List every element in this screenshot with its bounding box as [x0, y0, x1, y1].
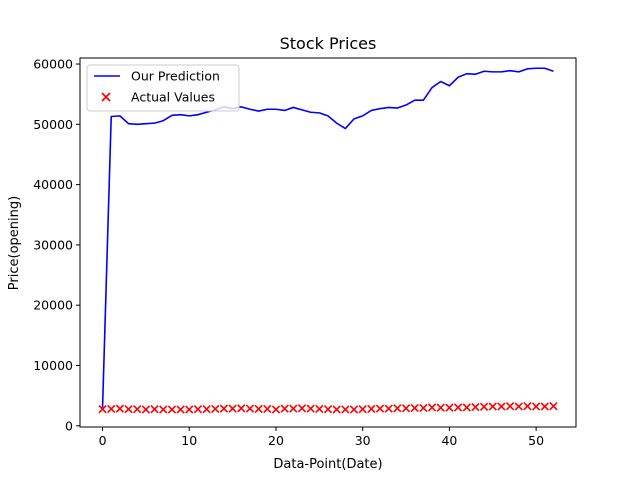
y-tick-label: 30000: [33, 237, 73, 252]
actual-value-point: [245, 404, 255, 413]
y-tick-label: 60000: [33, 57, 73, 72]
x-axis-label: Data-Point(Date): [273, 457, 382, 472]
actual-value-point: [167, 405, 177, 414]
actual-value-point: [193, 405, 203, 414]
y-tick-label: 40000: [33, 177, 73, 192]
y-tick-label: 20000: [33, 298, 73, 313]
actual-value-point: [332, 405, 341, 414]
x-tick-label: 10: [181, 433, 197, 448]
actual-value-point: [254, 404, 263, 414]
actual-value-point: [159, 405, 168, 414]
y-axis-ticks: 0 10000 20000 30000 40000 50000 60000: [33, 57, 80, 433]
chart-title: Stock Prices: [280, 34, 377, 53]
actual-value-point: [315, 404, 324, 414]
actual-value-point: [133, 405, 142, 414]
actual-value-point: [297, 404, 307, 413]
actual-value-point: [427, 403, 437, 412]
actual-value-point: [445, 403, 454, 412]
actual-value-point: [471, 402, 480, 412]
x-tick-label: 0: [99, 433, 107, 448]
actual-value-point: [523, 402, 532, 411]
actual-value-point: [211, 404, 220, 414]
actual-value-point: [393, 404, 402, 413]
actual-value-point: [237, 404, 246, 413]
actual-value-point: [219, 404, 229, 413]
actual-value-point: [549, 402, 558, 411]
y-tick-label: 0: [65, 418, 73, 433]
actual-value-point: [185, 405, 194, 414]
x-tick-label: 20: [268, 433, 284, 448]
plot-area: [79, 57, 577, 428]
actual-value-point: [367, 404, 376, 414]
x-tick-label: 50: [528, 433, 544, 448]
actual-value-point: [271, 405, 281, 414]
prediction-line: [101, 67, 554, 408]
actual-value-point: [540, 402, 549, 411]
y-tick-label: 50000: [33, 117, 73, 132]
actual-value-point: [323, 405, 333, 414]
x-tick-label: 30: [355, 433, 371, 448]
legend-label-prediction: Our Prediction: [131, 69, 220, 84]
legend: Our Prediction Actual Values: [86, 64, 240, 112]
actual-value-point: [280, 404, 289, 413]
series-layer: [98, 67, 558, 414]
actual-value-point: [410, 403, 419, 413]
y-axis-label: Price(opening): [7, 196, 22, 290]
actual-value-point: [479, 402, 489, 411]
actual-value-point: [375, 404, 385, 413]
x-tick-label: 40: [441, 433, 457, 448]
actual-value-point: [115, 404, 125, 413]
actual-value-point: [497, 402, 506, 411]
actual-value-point: [107, 404, 116, 414]
actual-value-point: [401, 404, 411, 413]
actual-value-point: [462, 403, 471, 412]
y-tick-label: 10000: [33, 358, 73, 373]
actual-value-point: [505, 402, 515, 411]
actual-value-point: [436, 403, 445, 412]
actual-value-point: [531, 402, 541, 411]
actual-value-point: [141, 405, 151, 414]
actual-value-point: [358, 405, 367, 414]
legend-label-actual: Actual Values: [131, 90, 215, 105]
actual-value-point: [124, 405, 133, 414]
actual-value-point: [289, 404, 298, 413]
actual-value-point: [98, 405, 107, 414]
actual-value-point: [419, 403, 428, 413]
actual-value-point: [488, 402, 497, 411]
actual-value-point: [263, 404, 272, 414]
actual-value-point: [228, 404, 237, 413]
actual-value-point: [453, 403, 463, 412]
legend-x-marker: [101, 92, 111, 102]
axes-frame: [79, 57, 577, 428]
x-axis-ticks: 0 10 20 30 40 50: [99, 427, 544, 448]
actual-value-point: [514, 402, 523, 411]
actual-value-point: [150, 405, 159, 414]
actual-value-point: [176, 405, 185, 414]
actual-value-point: [306, 404, 315, 413]
actual-value-point: [202, 405, 211, 414]
actual-value-point: [349, 405, 359, 414]
legend-box: [86, 64, 240, 112]
actual-value-point: [341, 405, 350, 414]
actual-value-point: [384, 404, 393, 413]
